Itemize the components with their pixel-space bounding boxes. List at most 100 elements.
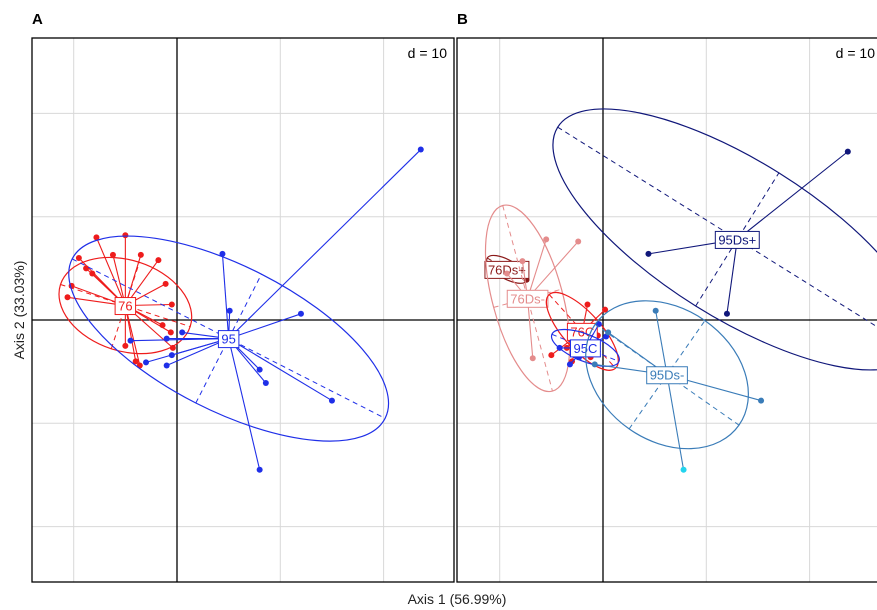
group-label-box (114, 297, 137, 316)
star-segment (527, 239, 547, 299)
star-segment (666, 374, 685, 470)
star-segment (527, 241, 579, 299)
data-point (163, 335, 170, 342)
star-segment (130, 338, 229, 342)
panel-a-grid (32, 38, 454, 582)
star-segment (527, 298, 534, 359)
data-point (226, 307, 233, 314)
panel-a-series: 76 95 (58, 146, 424, 473)
y-axis-label: Axis 2 (33.03%) (11, 261, 27, 360)
data-point (163, 362, 170, 369)
panel-a-grid-label: d = 10 (408, 45, 448, 61)
star-segment (228, 149, 422, 339)
data-point (64, 294, 71, 301)
group-76ds: 76Ds- (484, 204, 582, 393)
data-point (93, 234, 100, 241)
data-point (122, 232, 129, 239)
star-segment (228, 313, 302, 340)
data-point (219, 250, 226, 257)
ellipse-minor-axis (594, 323, 740, 426)
group-label-box (506, 289, 549, 308)
panel-a: A 76 95 d = 10 (31, 11, 455, 583)
panel-b-grid-label: d = 10 (836, 45, 876, 61)
data-point (566, 361, 573, 368)
data-point (83, 265, 90, 272)
data-point (109, 251, 116, 258)
star-segment (221, 253, 230, 339)
group-label-box (646, 366, 688, 385)
star-segment (95, 237, 126, 306)
group-76: 76 (58, 232, 193, 369)
data-point (127, 337, 134, 344)
group-95c: 95C (550, 321, 620, 368)
panel-a-plot: 76 95 (58, 146, 424, 473)
panel-b-plot: 76Ds+ 76Ds- 76C 95C 95Ds+ 95Ds- (484, 108, 877, 473)
data-point (548, 352, 555, 359)
panel-b-letter: B (457, 11, 468, 28)
data-point (556, 344, 563, 351)
data-point (155, 257, 162, 264)
group-label: 76Ds- (510, 291, 545, 306)
panel-a-letter: A (32, 11, 43, 28)
data-point (519, 258, 526, 265)
data-point (122, 342, 129, 349)
group-95ds: 95Ds- (585, 300, 765, 473)
data-point (143, 359, 150, 366)
data-point (169, 344, 176, 351)
group-label: 95Ds- (650, 368, 685, 383)
data-point (652, 307, 659, 314)
star-segment (726, 239, 738, 314)
group-label: 76C (570, 324, 594, 339)
data-point (168, 352, 175, 359)
data-point (328, 397, 335, 404)
group-label-box (714, 230, 760, 249)
data-point (529, 355, 536, 362)
data-point (262, 380, 269, 387)
data-point (602, 306, 609, 313)
star-segment (124, 305, 141, 366)
data-point (75, 255, 82, 262)
data-point (543, 236, 550, 243)
data-point (159, 322, 166, 329)
group-label: 76Ds+ (488, 262, 526, 277)
data-point (645, 250, 652, 257)
data-point (844, 148, 851, 155)
x-axis-label: Axis 1 (56.99%) (408, 591, 507, 607)
group-label-box (217, 330, 240, 349)
data-point (168, 301, 175, 308)
data-point (132, 358, 139, 365)
data-point (167, 329, 174, 336)
panel-b-series: 76Ds+ 76Ds- 76C 95C 95Ds+ 95Ds- (484, 108, 877, 473)
data-point (591, 361, 598, 368)
group-76ds: 76Ds+ (484, 254, 530, 284)
ellipse-minor-axis (60, 283, 191, 328)
data-point (575, 238, 582, 245)
star-segment (228, 338, 333, 402)
group-label: 95 (221, 332, 235, 347)
group-95ds: 95Ds+ (552, 108, 877, 371)
star-segment (736, 151, 849, 240)
panel-b-frame (456, 37, 877, 583)
group-label-box (484, 260, 530, 279)
data-point (162, 280, 169, 287)
star-segment (655, 310, 668, 375)
data-point (584, 301, 591, 308)
group-label: 76 (118, 299, 132, 314)
group-label: 95C (574, 341, 598, 356)
data-point (503, 270, 510, 277)
data-point (605, 329, 612, 336)
group-95: 95 (68, 146, 424, 473)
star-segment (145, 338, 229, 363)
data-point (256, 366, 263, 373)
data-point (680, 466, 687, 473)
data-point (417, 146, 424, 153)
data-point (179, 329, 186, 336)
data-point (89, 270, 96, 277)
star-segment (228, 338, 261, 470)
panel-a-frame (31, 37, 455, 583)
ellipse-major-axis (493, 288, 562, 308)
data-point (256, 466, 263, 473)
data-point (137, 251, 144, 258)
data-point (297, 310, 304, 317)
